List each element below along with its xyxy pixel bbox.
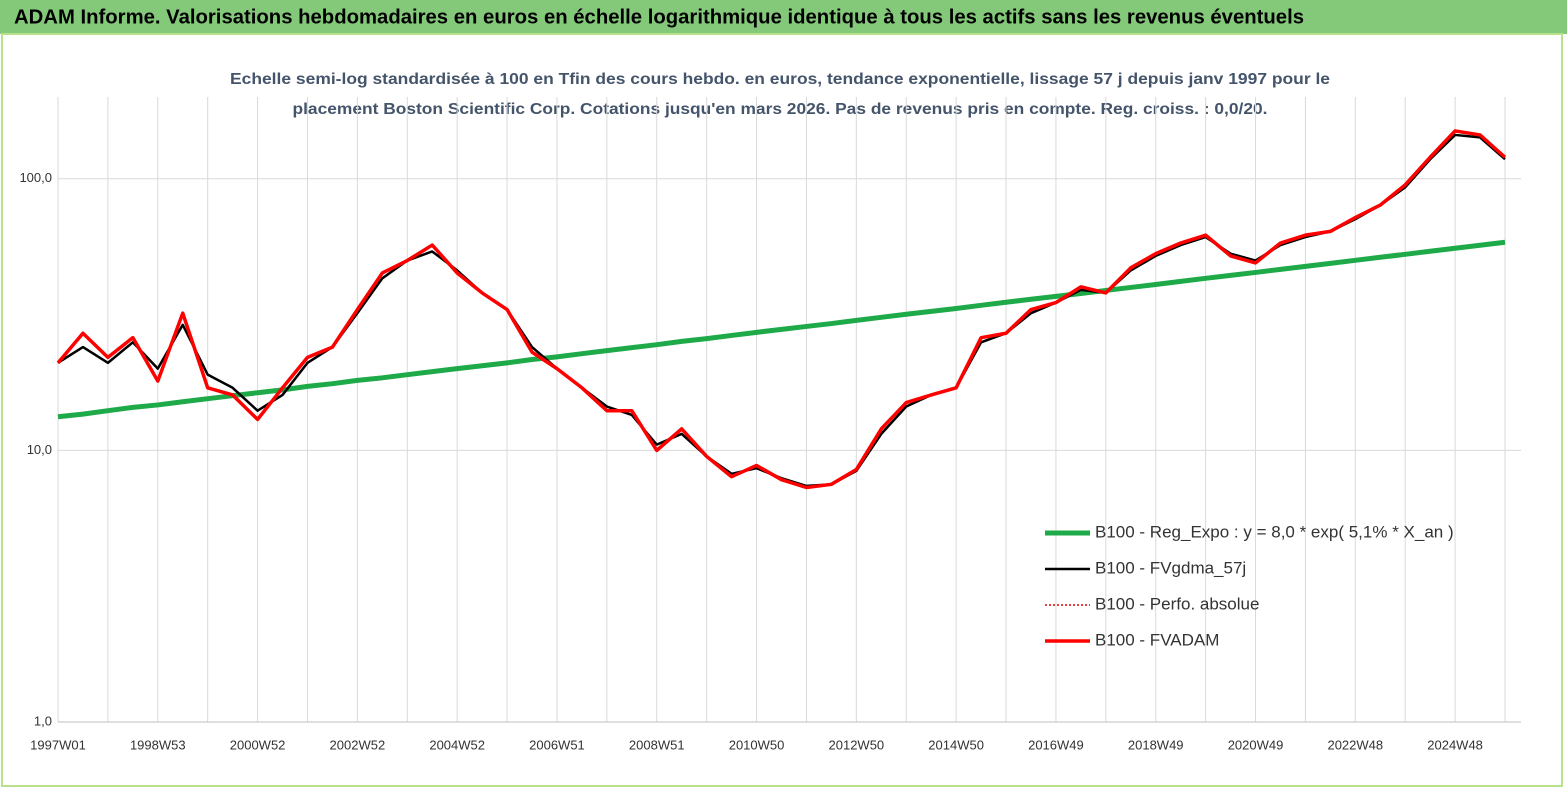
x-tick-label: 2014W50 [928, 737, 984, 752]
x-tick-label: 2008W51 [629, 737, 685, 752]
subtitle: Echelle semi-log standardisée à 100 en T… [230, 71, 1330, 88]
chart-title: ADAM Informe. Valorisations hebdomadaire… [14, 6, 1304, 28]
frame [1, 33, 1563, 787]
y-tick-label: 100,0 [19, 170, 52, 185]
x-tick-label: 2004W52 [429, 737, 485, 752]
legend-label: B100 - FVADAM [1095, 630, 1219, 649]
x-tick-label: 2016W49 [1028, 737, 1084, 752]
series-line [56, 129, 1507, 490]
y-tick-label: 1,0 [34, 713, 52, 728]
title-banner [0, 0, 1567, 34]
x-tick-label: 2020W49 [1228, 737, 1284, 752]
x-tick-label: 2024W48 [1427, 737, 1483, 752]
x-tick-label: 2002W52 [330, 737, 386, 752]
x-tick-label: 2006W51 [529, 737, 585, 752]
legend-label: B100 - Perfo. absolue [1095, 594, 1259, 613]
x-tick-label: 1997W01 [30, 737, 86, 752]
y-tick-label: 10,0 [27, 442, 52, 457]
legend-label: B100 - FVgdma_57j [1095, 558, 1246, 577]
x-tick-label: 2022W48 [1327, 737, 1383, 752]
series-line [57, 239, 1506, 420]
series-line [57, 130, 1506, 489]
legend-label: B100 - Reg_Expo : y = 8,0 * exp( 5,1% * … [1095, 522, 1454, 541]
x-tick-label: 2010W50 [729, 737, 785, 752]
x-tick-label: 2012W50 [829, 737, 885, 752]
series-line [57, 133, 1506, 488]
x-tick-label: 2000W52 [230, 737, 286, 752]
subtitle: placement Boston Scientific Corp. Cotati… [293, 101, 1268, 118]
x-tick-label: 1998W53 [130, 737, 186, 752]
x-tick-label: 2018W49 [1128, 737, 1184, 752]
